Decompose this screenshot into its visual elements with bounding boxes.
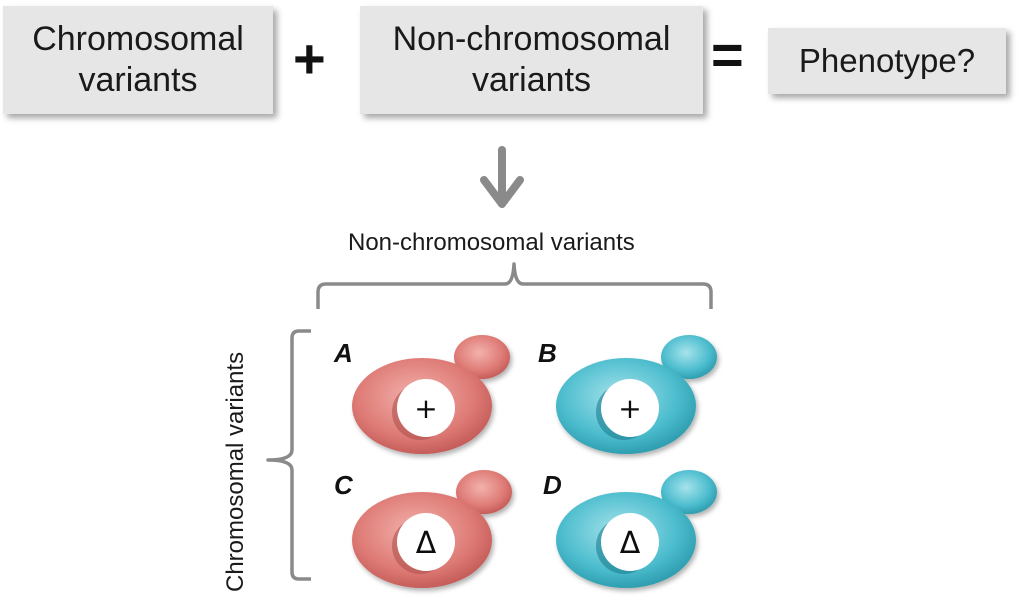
cell-d-letter: D: [543, 470, 562, 500]
cell-a-letter: A: [334, 338, 353, 368]
phenotype-text: Phenotype?: [798, 41, 976, 79]
non-chromosomal-variants-text: Non-chromosomal variants: [392, 19, 671, 99]
cell-d: Δ: [556, 470, 717, 588]
cell-a-symbol: +: [414, 392, 437, 425]
cell-d-nucleus: [601, 513, 659, 571]
non-chromosomal-variants-box: Non-chromosomal variants: [360, 6, 703, 114]
cell-d-symbol: Δ: [620, 526, 641, 561]
cell-c-letter: C: [334, 470, 353, 500]
phenotype-box: Phenotype?: [768, 28, 1006, 94]
chromosomal-variants-text: Chromosomal variants: [32, 19, 244, 99]
equals-operator: =: [711, 23, 744, 86]
plus-operator: +: [293, 27, 326, 90]
cell-a-nucleus: [397, 379, 455, 437]
column-bracket: [316, 262, 713, 309]
cell-b-nucleus: [601, 379, 659, 437]
cell-b: +: [556, 335, 717, 454]
cell-a-bud: [454, 335, 510, 379]
cell-c-bud: [456, 470, 512, 514]
column-header: Non-chromosomal variants: [348, 229, 635, 256]
row-header: Chromosomal variants: [222, 351, 249, 592]
cell-c-nucleus: [397, 513, 455, 571]
chromosomal-variants-box: Chromosomal variants: [3, 6, 273, 114]
cell-d-bud: [661, 470, 717, 514]
down-arrow-icon: [480, 146, 524, 208]
cell-a: +: [352, 335, 510, 454]
cell-c: Δ: [352, 470, 512, 588]
cell-b-symbol: +: [618, 392, 641, 425]
cell-b-letter: B: [538, 338, 557, 368]
cell-c-symbol: Δ: [416, 526, 437, 561]
cell-b-bud: [661, 335, 717, 379]
row-bracket: [266, 329, 311, 581]
